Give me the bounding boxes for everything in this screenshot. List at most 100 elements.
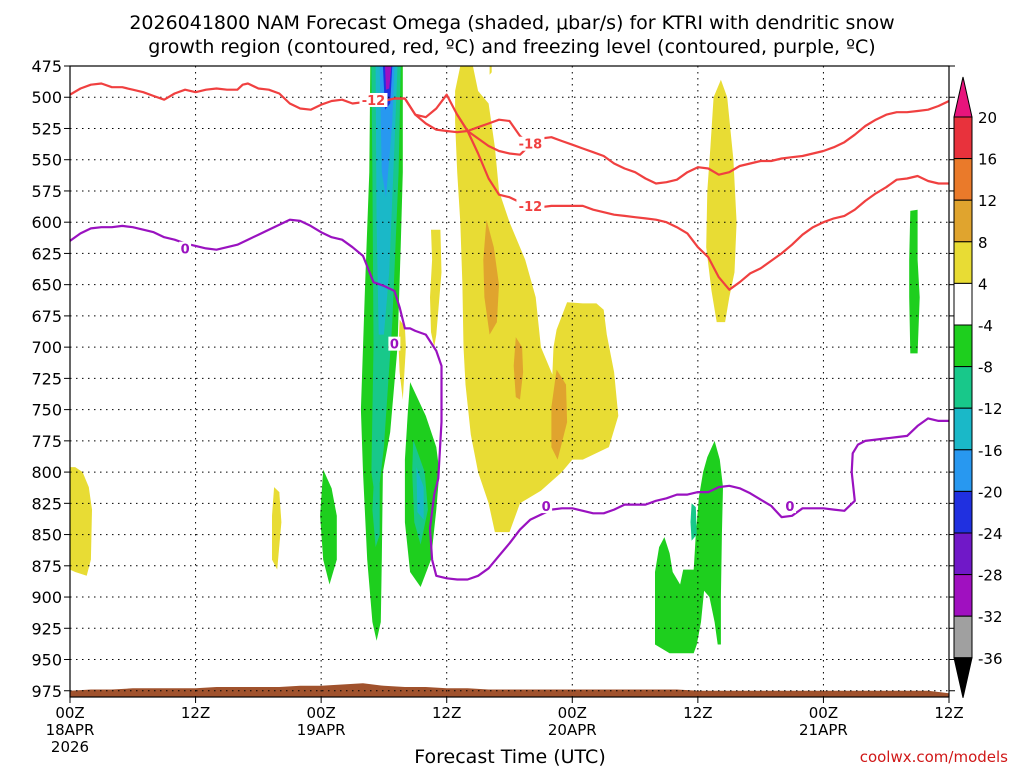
y-tick-label-825: 825 bbox=[31, 494, 62, 513]
terrain-layer bbox=[70, 683, 949, 697]
y-tick-label-675: 675 bbox=[31, 307, 62, 326]
omega-region-16 bbox=[489, 66, 492, 75]
colorbar-bin-7 bbox=[953, 407, 973, 451]
contour-label-0c-bg bbox=[540, 499, 553, 514]
colorbar-label-8: 8 bbox=[978, 234, 988, 252]
y-tick-label-700: 700 bbox=[31, 338, 62, 357]
y-tick-label-850: 850 bbox=[31, 526, 62, 545]
y-tick-label-525: 525 bbox=[31, 119, 62, 138]
colorbar-bin-1 bbox=[953, 158, 973, 201]
colorbar-bin-10 bbox=[953, 532, 973, 576]
omega-region-23 bbox=[690, 503, 697, 541]
credit-text: coolwx.com/models bbox=[860, 748, 1008, 766]
omega-region-13 bbox=[398, 319, 406, 400]
y-tick-label-925: 925 bbox=[31, 619, 62, 638]
x-tick-label-2: 00Z bbox=[306, 704, 335, 722]
contour-label-0c: 0 bbox=[542, 500, 551, 515]
colorbar-bin-12 bbox=[953, 615, 973, 659]
x-tick-label-7: 12Z bbox=[934, 704, 963, 722]
omega-region-0 bbox=[70, 467, 92, 576]
omega-region-24 bbox=[909, 209, 920, 354]
colorbar-label--4: -4 bbox=[978, 317, 993, 335]
colorbar-bin-5 bbox=[953, 324, 973, 368]
x-tick-label-3: 12Z bbox=[432, 704, 461, 722]
omega-region-2 bbox=[320, 469, 337, 585]
y-tick-label-950: 950 bbox=[31, 651, 62, 670]
colorbar-label-16: 16 bbox=[978, 151, 997, 169]
y-tick-label-750: 750 bbox=[31, 401, 62, 420]
omega-region-22 bbox=[655, 440, 723, 654]
omega-region-8 bbox=[385, 66, 392, 90]
y-tick-label-475: 475 bbox=[31, 57, 62, 76]
omega-region-21 bbox=[706, 79, 737, 323]
y-tick-label-800: 800 bbox=[31, 463, 62, 482]
colorbar-label-4: 4 bbox=[978, 275, 988, 293]
contour-label-3-bg bbox=[179, 241, 192, 256]
x-year-label-0: 2026 bbox=[51, 738, 89, 756]
contour-label-1: -18 bbox=[519, 138, 543, 153]
y-tick-label-900: 900 bbox=[31, 588, 62, 607]
x-axis-title: Forecast Time (UTC) bbox=[414, 746, 605, 768]
chart-title-line1: 2026041800 NAM Forecast Omega (shaded, μ… bbox=[129, 12, 894, 34]
x-tick-label-6: 00Z bbox=[809, 704, 838, 722]
omega-region-20 bbox=[551, 369, 568, 460]
x-tick-label-5: 12Z bbox=[683, 704, 712, 722]
y-tick-label-575: 575 bbox=[31, 182, 62, 201]
colorbar-bin-8 bbox=[953, 449, 973, 492]
colorbar: 20 16 12 8 4 -4 -8 -12 -16 -20 -24 -28 -32 -36 bbox=[953, 76, 1003, 698]
colorbar-bin-11 bbox=[953, 574, 973, 617]
y-tick-label-600: 600 bbox=[31, 213, 62, 232]
colorbar-bottom-triangle bbox=[953, 657, 973, 698]
omega-region-9 bbox=[372, 465, 380, 548]
omega-region-17 bbox=[551, 302, 619, 460]
y-tick-label-625: 625 bbox=[31, 244, 62, 263]
contour-label-1-bg bbox=[516, 136, 545, 151]
colorbar-label-12: 12 bbox=[978, 192, 997, 210]
contour-label-2-bg bbox=[516, 199, 545, 214]
plot-frame bbox=[69, 65, 950, 698]
y-tick-label-725: 725 bbox=[31, 369, 62, 388]
contour-label-0d-bg bbox=[783, 499, 796, 514]
grid bbox=[70, 66, 949, 697]
x-tick-label-1: 12Z bbox=[181, 704, 210, 722]
contour-label-0b-bg bbox=[388, 336, 401, 351]
y-tick-label-650: 650 bbox=[31, 276, 62, 295]
x-date-label-2: 19APR bbox=[297, 721, 346, 739]
x-tick-label-4: 00Z bbox=[558, 704, 587, 722]
y-tick-label-550: 550 bbox=[31, 151, 62, 170]
colorbar-bin-3 bbox=[953, 241, 973, 284]
colorbar-label--28: -28 bbox=[978, 567, 1003, 585]
x-date-label-0: 18APR bbox=[46, 721, 95, 739]
contour-label-0-bg bbox=[359, 92, 388, 107]
colorbar-label--8: -8 bbox=[978, 359, 993, 377]
omega-region-1 bbox=[272, 487, 282, 570]
colorbar-bin-9 bbox=[953, 490, 973, 534]
contour-line-0 bbox=[70, 82, 949, 185]
colorbar-label--20: -20 bbox=[978, 483, 1003, 501]
chart-title-line2: growth region (contoured, red, ºC) and f… bbox=[148, 36, 875, 58]
y-tick-label-500: 500 bbox=[31, 88, 62, 107]
x-date-label-4: 20APR bbox=[548, 721, 597, 739]
omega-region-19 bbox=[513, 337, 524, 400]
contour-labels: -12 -18 -12 0 0 0 0 bbox=[179, 92, 796, 515]
y-tick-label-875: 875 bbox=[31, 557, 62, 576]
contour-label-0b: 0 bbox=[390, 338, 399, 353]
omega-region-14 bbox=[430, 229, 442, 348]
x-tick-label-0: 00Z bbox=[55, 704, 84, 722]
y-axis: 475 500 525 550 575 600 625 650 675 700 725 750 775 8… bbox=[31, 57, 955, 701]
terrain-fill bbox=[70, 683, 949, 697]
colorbar-label--32: -32 bbox=[978, 608, 1003, 626]
colorbar-label-20: 20 bbox=[978, 109, 997, 127]
contour-label-0d: 0 bbox=[785, 500, 794, 515]
colorbar-bin-6 bbox=[953, 366, 973, 409]
colorbar-bin-4 bbox=[953, 282, 973, 326]
colorbar-label--12: -12 bbox=[978, 400, 1003, 418]
contour-label-0: -12 bbox=[362, 94, 386, 109]
colorbar-label--16: -16 bbox=[978, 442, 1003, 460]
contour-label-2: -12 bbox=[519, 200, 543, 215]
colorbar-bin-2 bbox=[953, 199, 973, 243]
y-tick-label-775: 775 bbox=[31, 432, 62, 451]
contour-label-3: 0 bbox=[181, 243, 190, 258]
